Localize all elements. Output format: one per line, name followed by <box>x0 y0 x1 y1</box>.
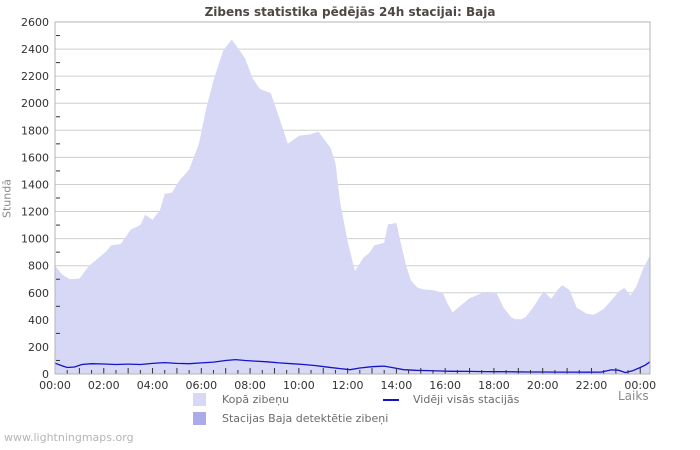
legend-item-total: Kopā zibeņu <box>193 393 289 406</box>
y-tick-label: 1200 <box>21 206 49 219</box>
x-tick-label: 02:00 <box>88 379 120 392</box>
x-tick-label: 12:00 <box>332 379 364 392</box>
legend-label-station: Stacijas Baja detektētie zibeņi <box>222 412 389 425</box>
watermark-link[interactable]: www.lightningmaps.org <box>4 431 134 444</box>
legend-label-total: Kopā zibeņu <box>222 393 290 406</box>
x-tick-label: 06:00 <box>185 379 217 392</box>
y-tick-label: 2400 <box>21 43 49 56</box>
y-tick-label: 400 <box>28 314 49 327</box>
x-axis-title: Laiks <box>618 389 649 403</box>
x-tick-label: 00:00 <box>624 379 656 392</box>
area-series-total <box>55 39 650 374</box>
y-tick-label: 1000 <box>21 233 49 246</box>
legend-label-average: Vidēji visās stacijās <box>413 393 520 406</box>
y-tick-label: 1400 <box>21 178 49 191</box>
legend-item-station: Stacijas Baja detektētie zibeņi <box>193 412 388 425</box>
y-tick-label: 200 <box>28 341 49 354</box>
average-line <box>54 358 651 374</box>
chart-title: Zibens statistika pēdējās 24h stacijai: … <box>204 5 496 19</box>
x-tick-label: 00:00 <box>39 379 71 392</box>
y-tick-label: 0 <box>42 368 49 381</box>
x-tick-label: 18:00 <box>478 379 510 392</box>
legend-item-average: Vidēji visās stacijās <box>383 393 519 406</box>
x-tick-label: 14:00 <box>381 379 413 392</box>
y-tick-label: 1800 <box>21 124 49 137</box>
x-tick-label: 10:00 <box>283 379 315 392</box>
legend-swatch-total <box>193 393 206 406</box>
x-tick-label: 20:00 <box>527 379 559 392</box>
x-tick-label: 22:00 <box>576 379 608 392</box>
y-tick-label: 2200 <box>21 70 49 83</box>
y-tick-label: 2600 <box>21 16 49 29</box>
plot-border <box>54 21 651 375</box>
y-tick-label: 2000 <box>21 97 49 110</box>
x-tick-label: 16:00 <box>429 379 461 392</box>
y-tick-label: 1600 <box>21 151 49 164</box>
x-tick-label: 08:00 <box>234 379 266 392</box>
legend-swatch-average-line <box>383 398 399 401</box>
y-tick-label: 600 <box>28 287 49 300</box>
y-axis-title: Stundā <box>0 179 14 218</box>
x-tick-label: 04:00 <box>137 379 169 392</box>
y-tick-label: 800 <box>28 260 49 273</box>
legend-swatch-station <box>193 412 206 425</box>
